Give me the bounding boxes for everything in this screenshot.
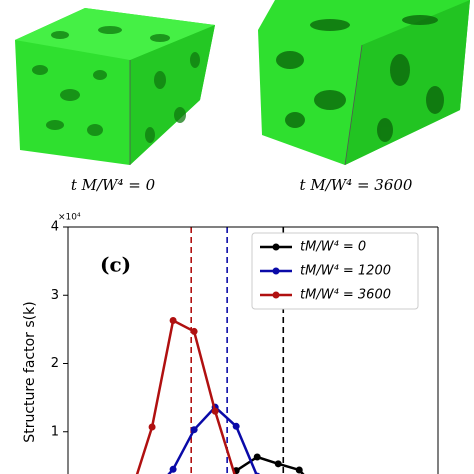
legend-marker	[272, 267, 280, 275]
image-caption: t M/W⁴ = 3600	[300, 176, 413, 194]
data-point	[274, 460, 282, 468]
panel-label: (c)	[100, 253, 131, 277]
data-point	[211, 407, 219, 415]
legend-label: tM/W⁴ = 0	[300, 240, 366, 255]
image-caption: t M/W⁴ = 0	[71, 176, 156, 194]
data-point	[253, 453, 261, 461]
data-point	[169, 317, 177, 325]
data-point	[169, 465, 177, 473]
y-axis-label: Structure factor s(k)	[22, 301, 38, 442]
legend-label: tM/W⁴ = 1200	[300, 264, 391, 279]
data-point	[190, 426, 198, 434]
data-point	[148, 423, 156, 431]
data-point	[190, 327, 198, 335]
y-tick-label: 3	[51, 288, 59, 303]
legend-label: tM/W⁴ = 3600	[300, 288, 391, 303]
y-tick-label: 2	[51, 356, 59, 371]
plot-area	[135, 227, 305, 474]
legend: tM/W⁴ = 0 tM/W⁴ = 1200 tM/W⁴ = 3600	[251, 232, 419, 310]
data-point	[232, 422, 240, 430]
legend-marker	[272, 243, 280, 251]
axes: 1 2 3 4	[51, 220, 68, 439]
y-multiplier: ×10⁴	[58, 213, 81, 223]
cube-render	[258, 0, 470, 166]
legend-marker	[272, 291, 280, 299]
data-point	[295, 466, 303, 474]
legend-box	[251, 232, 419, 310]
series-line	[135, 318, 236, 474]
cube-render	[15, 8, 215, 165]
series-line	[167, 405, 258, 474]
y-tick-label: 4	[51, 220, 59, 235]
y-tick-label: 1	[51, 424, 59, 439]
